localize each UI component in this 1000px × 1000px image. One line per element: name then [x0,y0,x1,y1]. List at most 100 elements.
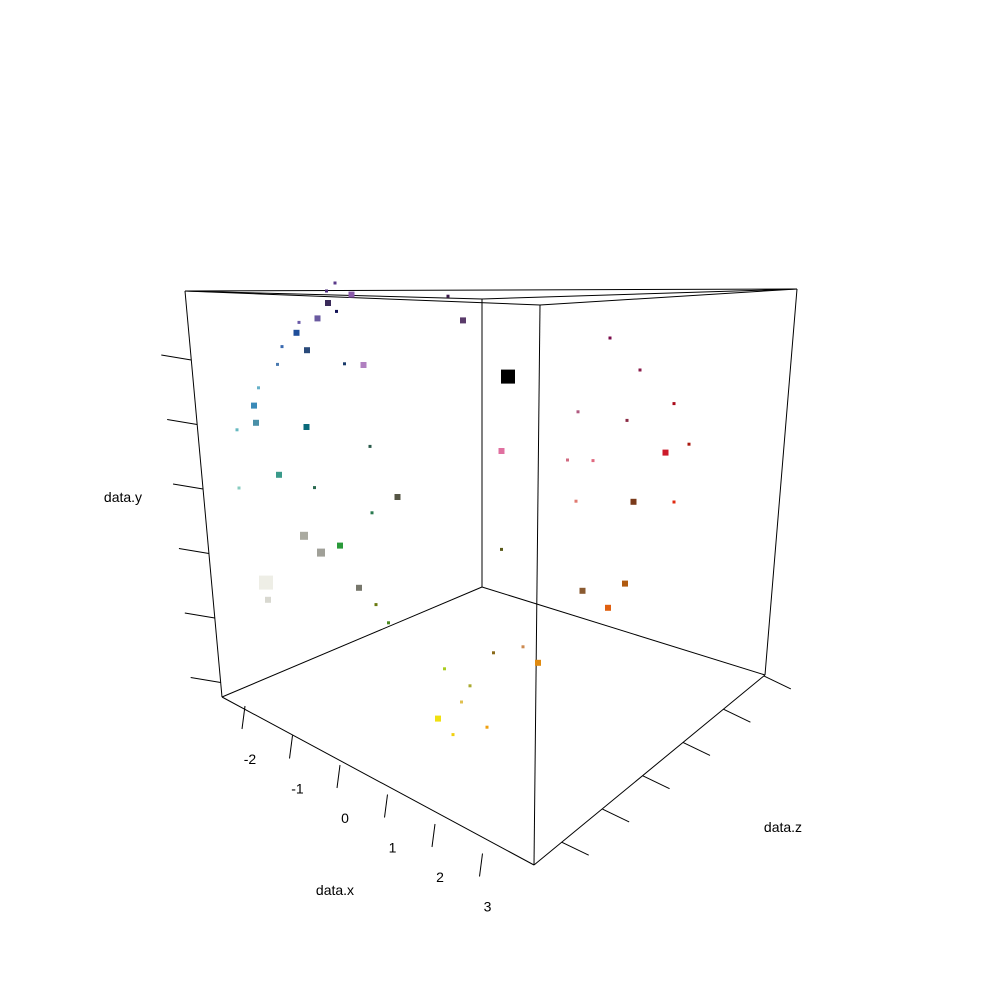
data-point [460,700,463,704]
box-edge-back-right-inner [481,288,798,300]
data-point [293,329,300,336]
box-edge-left-vertical [184,290,223,698]
x-tick-mark [479,853,483,877]
data-point [566,458,569,462]
x-tick-label: -1 [291,781,304,797]
data-point [638,368,642,372]
data-point [446,294,450,298]
data-point [485,725,489,729]
data-point [276,471,282,478]
x-tick-label: -2 [244,751,257,767]
box-edge-right-top [539,288,798,306]
plot-box [184,288,798,866]
data-point [314,315,321,322]
data-point [608,336,612,340]
x-tick-mark [336,764,341,789]
box-edge-floor-back-left [221,586,483,698]
data-point [521,645,525,649]
data-point [501,369,515,384]
data-point [235,428,239,432]
data-point [672,402,676,406]
x-axis-title: data.x [316,882,354,898]
data-point [325,300,331,306]
axis-ticks: -2 -1 0 1 2 3 [161,354,792,915]
data-point [276,362,279,366]
z-tick-mark [763,675,792,690]
data-point [370,511,374,515]
data-point [333,281,337,285]
data-point [343,362,346,366]
x-tick-mark [289,735,293,759]
data-point [498,448,505,454]
x-tick-label: 3 [484,899,492,915]
z-tick-mark [682,741,711,756]
data-point [237,486,241,490]
x-tick-mark [431,823,436,848]
data-point [630,498,637,505]
data-point [460,317,466,324]
x-tick-mark [241,705,246,730]
data-point [687,442,691,446]
z-tick-mark [561,841,589,856]
z-axis-title: data.z [764,819,802,835]
box-edge-back-top [184,288,798,292]
data-point [500,547,503,551]
data-point [360,362,367,368]
data-point [303,424,310,430]
data-point [435,715,441,722]
box-edge-floor-back-right [481,586,766,676]
y-tick-mark [161,354,192,361]
data-point [443,667,446,671]
data-point [662,449,669,456]
y-tick-mark [172,483,204,490]
data-point [605,604,611,611]
data-point [625,418,629,422]
data-point [257,386,260,390]
data-point [535,659,541,666]
data-point [348,291,355,298]
data-point [297,320,301,324]
data-point [265,596,271,603]
data-point [313,486,316,490]
z-tick-mark [642,775,670,790]
data-point [251,402,257,409]
y-tick-mark [184,612,215,619]
data-point [574,499,578,503]
data-point [335,309,338,313]
data-point [317,548,325,557]
data-points [235,281,691,737]
x-tick-mark [384,794,388,818]
data-point [304,347,310,354]
z-tick-mark [601,808,630,823]
z-tick-mark [723,708,751,723]
data-point [374,603,378,607]
box-edge-back-left-inner [184,290,483,300]
x-tick-label: 1 [389,840,397,856]
x-tick-label: 0 [341,810,349,826]
axis-labels: data.x data.y data.z [104,489,802,898]
data-point [387,621,390,625]
box-edge-left-top [184,290,541,306]
data-point [394,494,401,500]
data-point [492,651,495,655]
data-point [672,500,676,504]
data-point [451,733,455,737]
y-tick-mark [178,548,210,554]
data-point [325,289,328,293]
data-point [280,345,284,349]
data-point [591,459,595,463]
data-point [337,542,343,549]
data-point [576,410,580,414]
box-edge-floor-front-right [533,674,766,866]
y-tick-mark [167,419,198,425]
y-tick-mark [190,677,221,683]
y-axis-title: data.y [104,489,142,505]
data-point [579,587,586,594]
x-tick-label: 2 [436,869,444,885]
data-point [468,684,472,688]
data-point [356,584,362,591]
data-point [253,419,259,426]
box-edge-floor-front-left [221,696,535,866]
data-point [259,575,273,590]
